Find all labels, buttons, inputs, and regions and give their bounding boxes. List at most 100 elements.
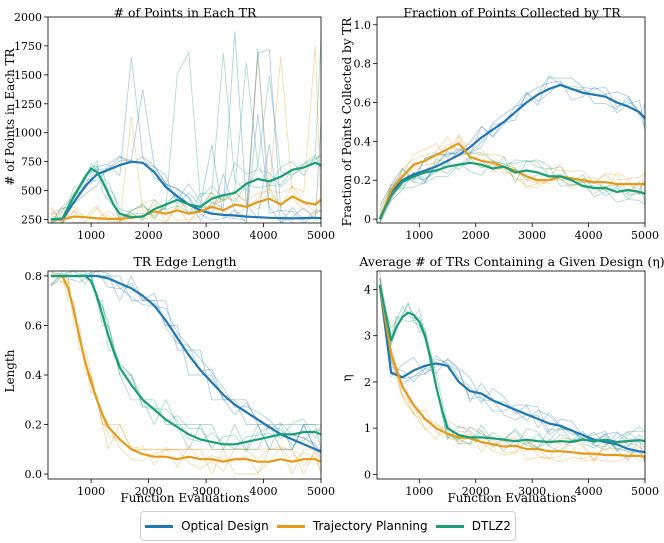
series-line-optical-design (378, 83, 645, 220)
legend-label: Trajectory Planning (312, 519, 428, 533)
faint-runs (50, 271, 321, 476)
panel-title: Fraction of Points Collected by TR (403, 5, 621, 20)
y-axis-label: Fraction of Points Collected by TR (340, 17, 354, 227)
y-tick-label: 3 (364, 330, 371, 343)
faint-run-line (50, 271, 321, 473)
legend: Optical Design Trajectory Planning DTLZ2 (140, 511, 516, 541)
faint-run-line (379, 152, 645, 217)
series-line-optical-design (378, 284, 645, 454)
y-tick-label: 0.6 (354, 97, 372, 110)
axis-ticks: 1000 2000 3000 4000 5000 0 1 2 3 4 (364, 283, 659, 498)
axis-ticks: 1000 2000 3000 4000 5000 250 500 750 1000 1250 150… (14, 11, 335, 242)
y-tick-label: 0 (364, 468, 371, 481)
y-tick-label: 0.4 (354, 135, 372, 148)
faint-run-line (379, 290, 645, 453)
faint-run-line (379, 289, 645, 464)
faint-run-line (50, 271, 321, 450)
series-line-dtlz2 (378, 161, 645, 220)
x-tick-label: 3000 (518, 485, 546, 498)
legend-label: Optical Design (181, 519, 269, 533)
x-tick-label: 5000 (307, 229, 335, 242)
series-line-dtlz2 (50, 161, 321, 221)
y-tick-label: 1.0 (354, 19, 372, 32)
y-tick-label: 0 (364, 213, 371, 226)
series-line-dtlz2 (378, 284, 645, 444)
y-axis-label: # of Points in Each TR (3, 47, 17, 185)
faint-run-line (50, 38, 321, 223)
faint-run-line (50, 48, 321, 223)
panel-tr-edge-length: TR Edge Length Length Function Evaluatio… (3, 254, 335, 505)
legend-swatch (435, 524, 464, 528)
y-tick-label: 750 (21, 156, 42, 169)
faint-run-line (379, 77, 645, 218)
faint-run-line (50, 48, 321, 223)
legend-item-dtlz2: DTLZ2 (435, 519, 511, 533)
series-lines (378, 83, 645, 220)
y-tick-label: 2000 (14, 11, 42, 24)
faint-run-line (50, 52, 321, 223)
y-tick-label: 1 (364, 422, 371, 435)
plot-frame (47, 16, 322, 224)
faint-run-line (50, 62, 321, 223)
legend-swatch (276, 524, 305, 528)
y-tick-label: 0.8 (25, 270, 43, 283)
series-line-dtlz2 (50, 274, 321, 446)
x-tick-label: 4000 (575, 485, 603, 498)
faint-run-line (50, 274, 321, 450)
panel-fraction-points: Fraction of Points Collected by TR Fract… (340, 5, 659, 242)
faint-run-line (379, 279, 645, 451)
x-tick-label: 5000 (631, 229, 659, 242)
axis-ticks: 1000 2000 3000 4000 5000 0 0.2 0.4 0.6 0.8 1.0 (354, 19, 660, 242)
y-axis-label: η (340, 374, 354, 381)
faint-runs (50, 31, 321, 223)
y-tick-label: 1750 (14, 40, 42, 53)
x-tick-label: 3000 (192, 229, 220, 242)
panel-eta: Average # of TRs Containing a Given Desi… (340, 254, 664, 505)
y-tick-label: 0.8 (354, 58, 372, 71)
x-tick-label: 2000 (462, 229, 490, 242)
axis-ticks: 1000 2000 3000 4000 5000 0.0 0.2 0.4 0.6 0.8 (25, 270, 336, 498)
series-lines (378, 284, 645, 458)
faint-run-line (379, 158, 645, 223)
y-tick-label: 0.0 (25, 468, 43, 481)
series-line-trajectory-planning (50, 195, 321, 221)
x-tick-label: 4000 (575, 229, 603, 242)
faint-run-line (50, 55, 321, 223)
y-tick-label: 250 (21, 214, 42, 227)
faint-run-line (379, 285, 645, 463)
faint-run-line (50, 50, 321, 223)
x-axis-label: Function Evaluations (447, 491, 576, 505)
legend-item-optical: Optical Design (145, 519, 269, 533)
x-tick-label: 2000 (135, 229, 163, 242)
x-axis-label: Function Evaluations (120, 491, 249, 505)
faint-run-line (50, 184, 321, 223)
panel-title: # of Points in Each TR (114, 5, 257, 20)
plot-frame (376, 16, 646, 224)
faint-run-line (379, 291, 645, 444)
x-tick-label: 1000 (77, 485, 105, 498)
legend-item-trajectory: Trajectory Planning (276, 519, 428, 533)
y-tick-label: 4 (364, 283, 371, 296)
faint-run-line (50, 271, 321, 450)
faint-run-line (379, 136, 645, 223)
panel-title: Average # of TRs Containing a Given Desi… (358, 254, 664, 269)
y-axis-label: Length (3, 349, 17, 392)
series-line-trajectory-planning (378, 142, 645, 220)
x-tick-label: 4000 (250, 229, 278, 242)
faint-run-line (379, 160, 645, 223)
faint-run-line (379, 134, 645, 214)
y-tick-label: 0.2 (25, 419, 43, 432)
faint-run-line (50, 275, 321, 450)
panel-title: TR Edge Length (133, 254, 236, 269)
y-tick-label: 1000 (14, 127, 42, 140)
faint-run-line (50, 271, 321, 455)
x-tick-label: 1000 (77, 229, 105, 242)
y-tick-label: 500 (21, 185, 42, 198)
x-tick-label: 5000 (307, 485, 335, 498)
y-tick-label: 1250 (14, 98, 42, 111)
x-tick-label: 3000 (192, 485, 220, 498)
faint-run-line (50, 45, 321, 223)
y-tick-label: 0.6 (25, 319, 43, 332)
y-tick-label: 0.2 (354, 174, 372, 187)
